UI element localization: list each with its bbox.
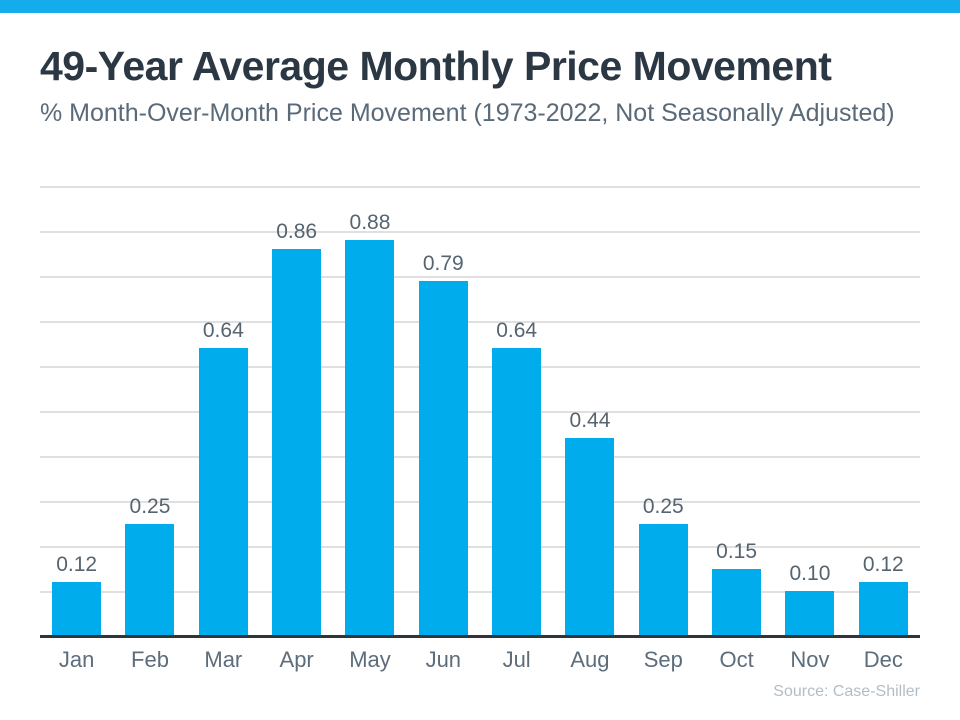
gridline bbox=[40, 366, 920, 368]
x-tick-label-may: May bbox=[349, 647, 391, 672]
bar-aug bbox=[565, 438, 615, 636]
x-axis-line bbox=[40, 635, 920, 638]
gridline bbox=[40, 276, 920, 278]
bar-feb bbox=[125, 523, 175, 636]
bar-value-label-may: 0.88 bbox=[349, 211, 391, 234]
bar-jan bbox=[52, 582, 102, 636]
bar-column-jul: 0.64 bbox=[480, 186, 553, 636]
bar-column-sep: 0.25 bbox=[627, 186, 700, 636]
bar-value-label-mar: 0.64 bbox=[202, 319, 244, 342]
plot-area: 0.12 0.25 0.64 0.86 0.88 0.79 0.64 0.44 0.25 0.15… bbox=[40, 186, 920, 636]
x-tick-label-mar: Mar bbox=[204, 647, 243, 672]
bar-column-apr: 0.86 bbox=[260, 186, 333, 636]
bar-value-label-jan: 0.12 bbox=[56, 553, 98, 576]
bar-value-label-dec: 0.12 bbox=[862, 553, 904, 576]
gridline bbox=[40, 501, 920, 503]
bar-value-label-jul: 0.64 bbox=[496, 319, 538, 342]
bar-value-label-aug: 0.44 bbox=[569, 409, 611, 432]
bar-sep bbox=[638, 523, 688, 636]
gridline bbox=[40, 231, 920, 233]
x-tick-label-aug: Aug bbox=[570, 647, 610, 672]
bar-mar bbox=[198, 348, 248, 636]
top-accent-bar bbox=[0, 0, 960, 13]
gridline bbox=[40, 411, 920, 413]
source-credit: Source: Case-Shiller bbox=[773, 683, 920, 700]
gridline bbox=[40, 321, 920, 323]
x-tick-label-dec: Dec bbox=[863, 647, 903, 672]
x-tick-label-nov: Nov bbox=[790, 647, 830, 672]
bar-value-label-jun: 0.79 bbox=[422, 251, 464, 275]
bar-apr bbox=[272, 249, 322, 636]
chart-title: 49-Year Average Monthly Price Movement bbox=[40, 43, 832, 89]
gridline bbox=[40, 546, 920, 548]
bar-jun bbox=[418, 280, 468, 636]
bar-value-label-nov: 0.10 bbox=[789, 562, 831, 585]
bar-column-feb: 0.25 bbox=[113, 186, 186, 636]
x-tick-label-apr: Apr bbox=[279, 647, 314, 672]
x-tick-label-feb: Feb bbox=[131, 647, 169, 672]
bar-column-jun: 0.79 bbox=[407, 186, 480, 636]
bar-column-may: 0.88 bbox=[333, 186, 406, 636]
bar-oct bbox=[712, 568, 762, 636]
x-tick-label-sep: Sep bbox=[643, 647, 683, 672]
x-tick-label-jun: Jun bbox=[425, 647, 462, 672]
chart-subtitle: % Month-Over-Month Price Movement (1973-… bbox=[40, 99, 895, 127]
bar-column-mar: 0.64 bbox=[187, 186, 260, 636]
bar-value-label-feb: 0.25 bbox=[129, 494, 171, 518]
bar-column-nov: 0.10 bbox=[773, 186, 846, 636]
bar-column-jan: 0.12 bbox=[40, 186, 113, 636]
bar-may bbox=[345, 240, 395, 636]
x-tick-label-jan: Jan bbox=[58, 647, 95, 672]
bar-jul bbox=[492, 348, 542, 636]
bar-column-oct: 0.15 bbox=[700, 186, 773, 636]
bar-dec bbox=[858, 582, 908, 636]
bar-value-label-oct: 0.15 bbox=[716, 539, 758, 563]
bar-value-label-sep: 0.25 bbox=[642, 494, 684, 518]
gridline bbox=[40, 591, 920, 593]
bars-row: 0.12 0.25 0.64 0.86 0.88 0.79 0.64 0.44 0.25 0.15… bbox=[40, 186, 920, 636]
x-axis-tick-labels: Jan Feb Mar Apr May Jun Jul Aug Sep Oct Nov Dec bbox=[40, 647, 920, 672]
gridline bbox=[40, 186, 920, 188]
x-tick-label-jul: Jul bbox=[502, 647, 531, 672]
bar-column-dec: 0.12 bbox=[847, 186, 920, 636]
bar-nov bbox=[785, 591, 835, 636]
bar-value-label-apr: 0.86 bbox=[276, 220, 318, 243]
bar-column-aug: 0.44 bbox=[553, 186, 626, 636]
x-tick-label-oct: Oct bbox=[719, 647, 754, 672]
gridline bbox=[40, 456, 920, 458]
